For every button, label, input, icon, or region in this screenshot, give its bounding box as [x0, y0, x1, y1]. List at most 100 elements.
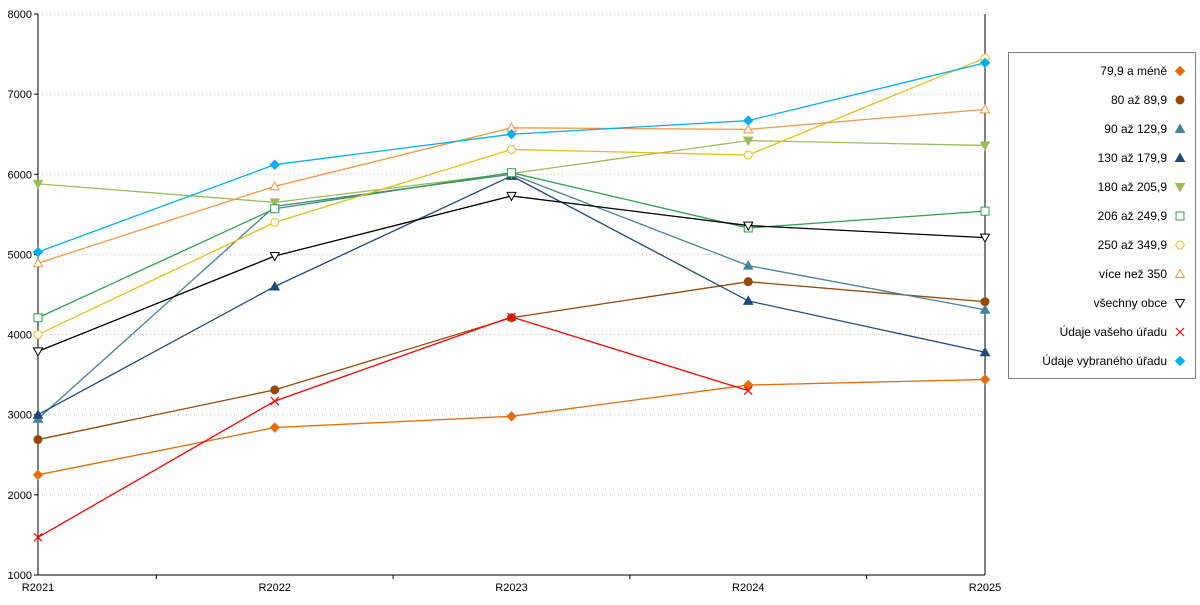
- marker-circle: [270, 385, 280, 395]
- marker-x: [743, 386, 753, 396]
- marker-diamond: [32, 469, 44, 481]
- y-axis-label: 4000: [8, 330, 32, 342]
- legend-marker-triangle-up: [1174, 151, 1186, 162]
- legend-item: Údaje vašeho úřadu: [1009, 317, 1195, 346]
- marker-diamond: [979, 57, 991, 69]
- series-line: [37, 173, 986, 420]
- y-axis-label: 5000: [8, 249, 32, 261]
- x-axis-label: R2025: [969, 582, 1001, 594]
- marker-diamond: [743, 379, 754, 391]
- marker-triangle-up: [979, 103, 991, 114]
- y-axis-label: 3000: [8, 410, 32, 422]
- legend-marker-triangle-up: [1174, 122, 1186, 133]
- line-chart: 1000 2000 3000 4000 5000 6000 7000 8000 R2021 R20…: [8, 9, 1002, 594]
- legend-marker-diamond: [1174, 355, 1186, 366]
- marker-circle: [507, 144, 516, 154]
- marker-triangle-up: [979, 304, 991, 314]
- legend-item: více než 350: [1009, 259, 1195, 288]
- marker-square: [1175, 211, 1185, 220]
- legend-marker-circle: [1175, 95, 1185, 104]
- legend-item: 90 až 129,9: [1009, 114, 1195, 143]
- legend-item: 180 až 205,9: [1009, 172, 1195, 201]
- y-axis-label: 7000: [8, 89, 32, 101]
- marker-triangle-down: [742, 221, 754, 232]
- marker-diamond: [979, 374, 991, 385]
- y-axis-label: 6000: [8, 169, 32, 181]
- marker-square: [980, 206, 990, 216]
- marker-triangle-up: [979, 346, 991, 357]
- legend-marker-triangle-down: [1174, 298, 1186, 309]
- marker-circle: [743, 150, 753, 160]
- marker-diamond: [506, 129, 517, 140]
- legend-label: 180 až 205,9: [1097, 179, 1167, 194]
- legend-label: více než 350: [1098, 266, 1167, 281]
- marker-circle: [270, 217, 280, 227]
- legend-item: všechny obce: [1009, 288, 1195, 317]
- legend-item: Údaje vybraného úřadu: [1009, 346, 1195, 375]
- marker-x: [507, 312, 516, 322]
- legend-marker-triangle-down: [1174, 182, 1186, 193]
- marker-triangle-up: [1174, 151, 1186, 162]
- marker-triangle-down: [269, 198, 281, 208]
- marker-triangle-up: [1174, 122, 1186, 133]
- marker-triangle-up: [269, 180, 281, 191]
- legend-item: 79,9 a méně: [1009, 56, 1195, 85]
- x-axis-label: R2024: [732, 582, 764, 594]
- legend-label: Údaje vybraného úřadu: [1042, 353, 1167, 368]
- x-axis-label: R2021: [22, 582, 54, 594]
- legend-marker-square: [1175, 211, 1185, 220]
- legend-label: 130 až 179,9: [1097, 150, 1167, 165]
- marker-diamond: [1174, 355, 1186, 366]
- marker-triangle-down: [32, 347, 44, 357]
- marker-diamond: [269, 422, 280, 433]
- marker-triangle-up: [32, 257, 44, 268]
- chart-legend: 79,9 a méně 80 až 89,9 90 až 129,9 130 až 1…: [1008, 52, 1196, 379]
- marker-triangle-up: [32, 409, 44, 419]
- marker-x: [1175, 327, 1185, 336]
- marker-triangle-down: [742, 136, 754, 147]
- legend-label: 80 až 89,9: [1110, 92, 1167, 107]
- marker-circle: [1175, 240, 1185, 249]
- marker-x: [33, 532, 43, 542]
- series-line: [37, 175, 986, 416]
- legend-label: 90 až 129,9: [1104, 121, 1167, 136]
- marker-triangle-down: [269, 252, 281, 262]
- marker-circle: [1175, 95, 1185, 104]
- y-axis-label: 2000: [8, 490, 32, 502]
- series-line: [37, 378, 986, 476]
- marker-triangle-up: [269, 280, 281, 291]
- marker-circle: [33, 330, 43, 340]
- series-line: [37, 316, 749, 538]
- x-axis-label: R2023: [495, 582, 527, 594]
- marker-square: [507, 168, 516, 178]
- marker-circle: [33, 435, 43, 445]
- y-axis-label: 8000: [8, 9, 32, 21]
- marker-triangle-down: [1174, 182, 1186, 193]
- line-chart-area: 1000 2000 3000 4000 5000 6000 7000 8000 R2021 R20…: [8, 9, 1002, 594]
- y-axis-label: 1000: [8, 570, 32, 582]
- legend-marker-circle: [1175, 240, 1185, 249]
- legend-label: 250 až 349,9: [1097, 237, 1167, 252]
- marker-triangle-up: [1174, 267, 1186, 278]
- legend-item: 250 až 349,9: [1009, 230, 1195, 259]
- marker-triangle-up: [742, 260, 754, 270]
- legend-label: všechny obce: [1093, 295, 1167, 310]
- legend-marker-triangle-up: [1174, 267, 1186, 278]
- marker-triangle-down: [979, 141, 991, 151]
- legend-item: 80 až 89,9: [1009, 85, 1195, 114]
- marker-diamond: [743, 115, 754, 126]
- x-axis-label: R2022: [259, 582, 291, 594]
- legend-item: 206 až 249,9: [1009, 201, 1195, 230]
- legend-label: 79,9 a méně: [1100, 63, 1167, 78]
- marker-diamond: [32, 246, 44, 258]
- series-line: [37, 195, 986, 353]
- marker-triangle-down: [32, 179, 44, 190]
- marker-diamond: [269, 159, 280, 170]
- marker-square: [270, 204, 280, 214]
- marker-triangle-down: [1174, 298, 1186, 309]
- marker-x: [270, 396, 280, 406]
- marker-diamond: [506, 411, 517, 422]
- marker-triangle-down: [979, 233, 991, 244]
- legend-label: 206 až 249,9: [1097, 208, 1167, 223]
- series-line: [37, 62, 986, 253]
